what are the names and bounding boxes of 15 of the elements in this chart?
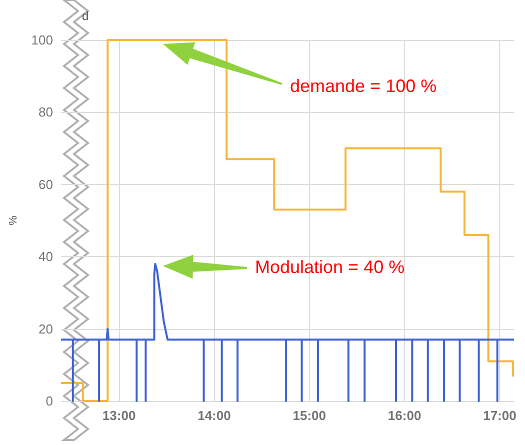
- annotation: demande = 100 %: [290, 76, 437, 96]
- y-axis-title: %: [8, 215, 20, 226]
- x-tick-label: 17:00: [483, 408, 516, 423]
- y-tick-label: 80: [38, 104, 53, 120]
- text: d: [82, 9, 89, 23]
- x-tick-label: 13:00: [102, 408, 136, 423]
- y-tick-label: 60: [38, 176, 53, 192]
- y-tick-label: 100: [31, 32, 53, 48]
- x-tick-label: 15:00: [292, 408, 326, 423]
- y-tick-label: 20: [38, 321, 53, 336]
- x-tick-label: 14:00: [198, 408, 231, 423]
- annotation: Modulation = 40 %: [255, 257, 405, 277]
- x-tick-label: 16:00: [388, 408, 422, 423]
- y-tick-label: 0: [46, 394, 53, 408]
- y-tick-label: 40: [38, 249, 53, 264]
